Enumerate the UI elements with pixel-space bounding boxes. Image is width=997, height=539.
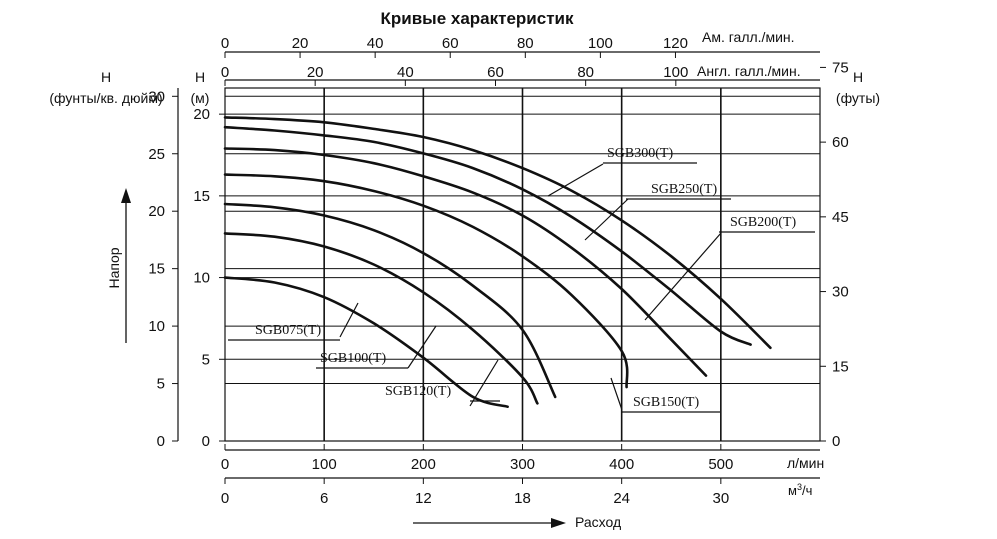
feet-axis: 0 15 30 45 60 75 — [820, 59, 849, 450]
tick-label: 100 — [312, 456, 337, 473]
top-imp-gpm-axis: 0 20 40 60 80 100 — [221, 64, 820, 86]
curve-label-sgb150t: SGB150(T) — [633, 395, 699, 410]
bottom-m3h-axis: 0 6 12 18 24 30 — [221, 477, 820, 507]
bottom-lmin-axis-label: л/мин — [787, 455, 824, 471]
head-axis-label: Напор — [106, 247, 122, 288]
tick-label: 120 — [663, 35, 688, 52]
tick-label: 20 — [292, 35, 309, 52]
tick-label: 20 — [193, 106, 210, 123]
tick-label: 300 — [510, 456, 535, 473]
tick-label: 25 — [148, 146, 165, 163]
curve-label-sgb120t: SGB120(T) — [385, 384, 451, 399]
psi-axis-label-units: (фунты/кв. дюйм) — [49, 90, 162, 106]
tick-label: 30 — [832, 284, 849, 301]
tick-label: 0 — [221, 490, 229, 507]
tick-label: 24 — [613, 490, 630, 507]
tick-label: 200 — [411, 456, 436, 473]
tick-label: 30 — [148, 88, 165, 105]
flow-axis-label: Расход — [575, 514, 621, 530]
m-axis-label-units: (м) — [191, 90, 210, 106]
tick-label: 0 — [221, 35, 229, 52]
tick-label: 5 — [202, 351, 210, 368]
tick-label: 15 — [148, 261, 165, 278]
bottom-lmin-axis: 0 100 200 300 400 500 — [221, 444, 820, 473]
curve-label-sgb250t: SGB250(T) — [651, 182, 717, 197]
label-leader-sgb250t — [584, 198, 629, 241]
curve-sgb100t — [223, 232, 539, 405]
tick-label: 0 — [221, 64, 229, 81]
tick-label: 400 — [609, 456, 634, 473]
tick-label: 60 — [487, 64, 504, 81]
bottom-m3h-axis-label: м3/ч — [788, 482, 812, 498]
tick-label: 75 — [832, 59, 849, 76]
tick-label: 60 — [832, 134, 849, 151]
tick-label: 10 — [193, 270, 210, 287]
top-us-axis-label: Ам. галл./мин. — [702, 29, 795, 45]
ft-axis-label-units: (футы) — [836, 90, 880, 106]
curve-label-sgb075t: SGB075(T) — [255, 323, 321, 338]
head-arrow-icon — [121, 188, 131, 203]
tick-label: 0 — [157, 433, 165, 450]
tick-label: 40 — [397, 64, 414, 81]
curve-labels: SGB075(T) SGB100(T) SGB120(T) SGB150(T) SGB2… — [228, 146, 815, 413]
tick-label: 18 — [514, 490, 531, 507]
tick-label: 0 — [202, 433, 210, 450]
tick-label: 30 — [712, 490, 729, 507]
plot-frame — [224, 87, 821, 442]
label-leader-sgb300t — [547, 163, 604, 197]
grid-lines — [225, 88, 820, 441]
chart-title: Кривые характеристик — [381, 9, 574, 28]
label-leader-sgb120t — [469, 359, 499, 407]
flow-arrow-icon — [551, 518, 566, 528]
tick-label: 45 — [832, 209, 849, 226]
tick-label: 40 — [367, 35, 384, 52]
top-imp-axis-label: Англ. галл./мин. — [697, 63, 801, 79]
curve-sgb300t — [223, 116, 772, 350]
curve-label-sgb300t: SGB300(T) — [607, 146, 673, 161]
tick-label: 6 — [320, 490, 328, 507]
tick-label: 15 — [832, 358, 849, 375]
tick-label: 5 — [157, 376, 165, 393]
tick-label: 12 — [415, 490, 432, 507]
tick-label: 60 — [442, 35, 459, 52]
label-leader-sgb150t — [610, 377, 623, 411]
tick-label: 20 — [307, 64, 324, 81]
label-leader-sgb075t — [339, 302, 359, 338]
psi-axis: 0 5 10 15 20 25 30 — [148, 88, 179, 450]
tick-label: 10 — [148, 318, 165, 335]
curve-sgb250t — [223, 125, 752, 346]
curve-sgb200t — [223, 147, 708, 377]
tick-label: 500 — [708, 456, 733, 473]
pump-curves — [223, 116, 772, 408]
psi-axis-label-h: H — [101, 69, 111, 85]
label-leader-sgb100t — [407, 325, 437, 369]
curve-sgb150t — [223, 173, 629, 389]
curve-label-sgb100t: SGB100(T) — [320, 351, 386, 366]
tick-label: 100 — [663, 64, 688, 81]
ft-axis-label-h: H — [853, 69, 863, 85]
tick-label: 15 — [193, 188, 210, 205]
tick-label: 100 — [588, 35, 613, 52]
tick-label: 80 — [517, 35, 534, 52]
curve-label-sgb200t: SGB200(T) — [730, 215, 796, 230]
label-leader-sgb200t — [644, 232, 722, 321]
top-us-gpm-axis: 0 20 40 60 80 100 120 — [221, 35, 820, 58]
tick-label: 20 — [148, 203, 165, 220]
tick-label: 80 — [577, 64, 594, 81]
meter-axis: 0 5 10 15 20 — [193, 106, 225, 450]
tick-label: 0 — [221, 456, 229, 473]
curve-sgb120t — [223, 202, 557, 399]
tick-label: 0 — [832, 433, 840, 450]
m-axis-label-h: H — [195, 69, 205, 85]
curve-sgb075t — [223, 276, 509, 408]
